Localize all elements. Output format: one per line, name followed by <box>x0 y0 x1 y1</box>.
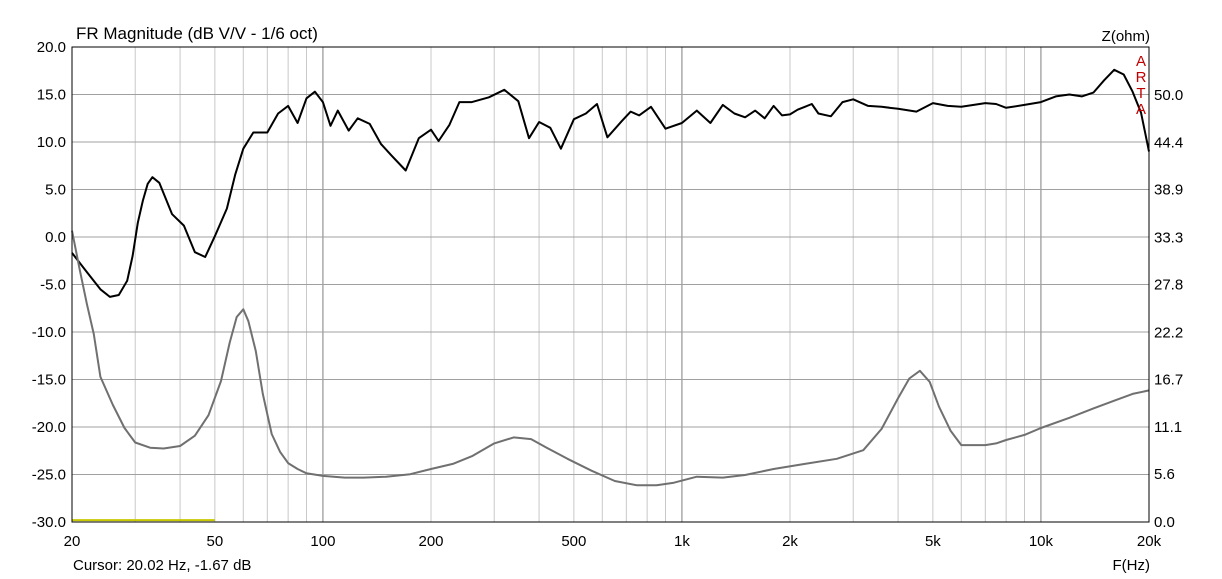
y-tick-label: -10.0 <box>32 324 66 341</box>
y-tick-label: -20.0 <box>32 419 66 436</box>
y2-tick-label: 50.0 <box>1154 87 1183 104</box>
x-tick-label: 1k <box>674 533 690 550</box>
impedance-line <box>71 230 1150 487</box>
x-tick-label: 200 <box>418 533 443 550</box>
right-axis-label: Z(ohm) <box>1102 28 1150 45</box>
y2-tick-label: 22.2 <box>1154 324 1183 341</box>
x-tick-label: 50 <box>207 533 224 550</box>
fr-magnitude-line <box>71 68 1150 298</box>
y-tick-label: -25.0 <box>32 467 66 484</box>
x-tick-label: 20k <box>1137 533 1162 550</box>
y-tick-label: -5.0 <box>40 277 66 294</box>
y2-tick-label: 5.6 <box>1154 466 1175 483</box>
y-tick-label: 20.0 <box>37 39 66 56</box>
y-tick-label: -30.0 <box>32 514 66 531</box>
watermark-letter: T <box>1136 85 1145 102</box>
x-tick-label: 5k <box>925 533 941 550</box>
y-tick-label: 0.0 <box>45 229 66 246</box>
x-tick-label: 500 <box>561 533 586 550</box>
tick-labels: 20 50 100 200 500 1k 2k 5k 10k 20k 20.0 15.0 10.0 5.0… <box>32 39 1183 550</box>
watermark-letter: A <box>1136 53 1146 70</box>
cursor-readout: Cursor: 20.02 Hz, -1.67 dB <box>73 557 251 574</box>
chart-title: FR Magnitude (dB V/V - 1/6 oct) <box>76 24 318 43</box>
y-tick-label: 5.0 <box>45 182 66 199</box>
x-tick-label: 2k <box>782 533 798 550</box>
y2-tick-label: 38.9 <box>1154 182 1183 199</box>
y-tick-label: -15.0 <box>32 372 66 389</box>
plot-frame <box>71 46 1150 523</box>
x-tick-label: 10k <box>1029 533 1054 550</box>
y2-tick-label: 11.1 <box>1154 419 1182 436</box>
y2-tick-label: 16.7 <box>1154 371 1183 388</box>
y2-tick-label: 44.4 <box>1154 135 1183 152</box>
series-layer <box>71 68 1150 522</box>
x-tick-label: 100 <box>310 533 335 550</box>
y2-tick-label: 0.0 <box>1154 514 1175 531</box>
y-tick-label: 10.0 <box>37 134 66 151</box>
watermark-letter: R <box>1136 69 1147 86</box>
y2-tick-label: 27.8 <box>1154 277 1183 294</box>
x-axis-label: F(Hz) <box>1113 557 1151 574</box>
watermark-letter: A <box>1136 101 1146 118</box>
x-tick-label: 20 <box>64 533 81 550</box>
y2-tick-label: 33.3 <box>1154 230 1183 247</box>
y-tick-label: 15.0 <box>37 87 66 104</box>
